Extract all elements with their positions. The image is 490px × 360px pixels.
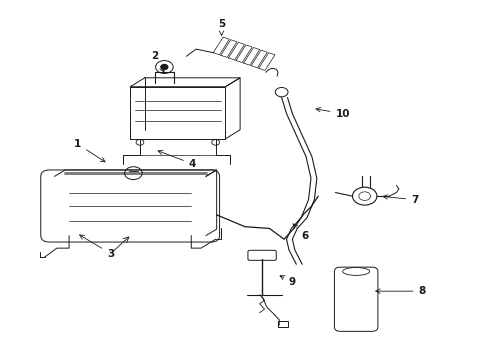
Text: 1: 1: [74, 139, 105, 162]
Text: 8: 8: [376, 286, 426, 296]
Text: 4: 4: [158, 150, 196, 169]
Text: 5: 5: [218, 19, 225, 35]
Circle shape: [161, 64, 168, 69]
Bar: [278, 320, 288, 327]
Text: 9: 9: [280, 276, 296, 287]
Text: 2: 2: [151, 51, 164, 72]
Text: 3: 3: [79, 235, 114, 258]
Text: 6: 6: [293, 224, 308, 240]
Text: 10: 10: [316, 108, 350, 119]
Text: 7: 7: [383, 195, 418, 205]
